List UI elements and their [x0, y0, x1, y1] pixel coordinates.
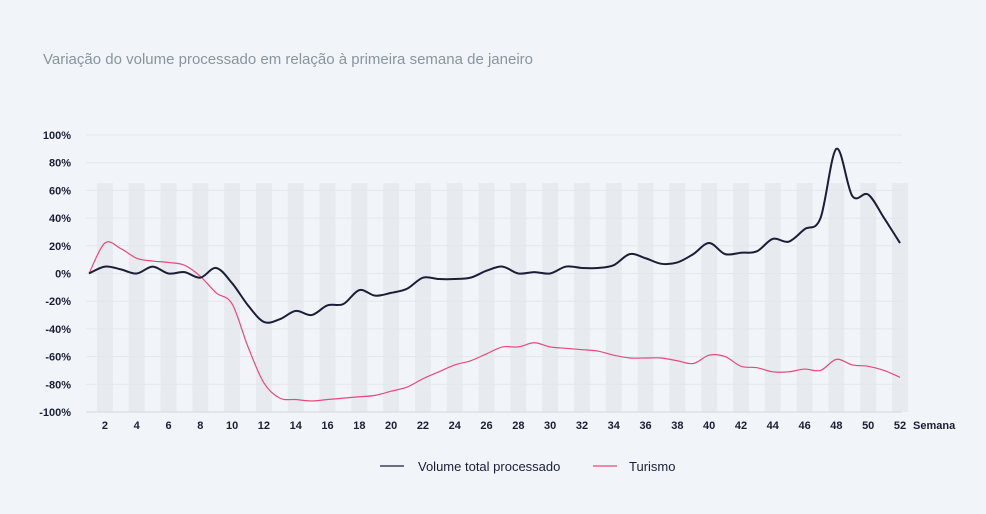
x-tick-label: 10 — [226, 420, 238, 432]
x-tick-label: 30 — [544, 420, 556, 432]
week-band — [701, 183, 718, 412]
x-tick-label: 24 — [449, 420, 462, 432]
series-line — [88, 241, 901, 402]
week-band — [892, 183, 908, 412]
x-tick-label: 22 — [417, 420, 429, 432]
x-tick-label: 28 — [512, 420, 524, 432]
gridlines — [86, 134, 902, 385]
week-band — [478, 183, 495, 412]
x-tick-label: 32 — [576, 420, 588, 432]
y-tick-label: 40% — [49, 213, 71, 225]
week-band — [351, 183, 368, 412]
x-tick-label: 6 — [165, 420, 171, 432]
x-tick-label: 48 — [830, 420, 842, 432]
y-axis-ticks: 100% 80% 60% 40% 20% 0% -20% -40% -60% -80% -100% — [39, 130, 71, 419]
y-tick-label: -40% — [45, 324, 71, 336]
x-tick-label: 20 — [385, 420, 397, 432]
x-tick-label: 4 — [134, 420, 141, 432]
x-tick-label: 26 — [480, 420, 492, 432]
y-tick-label: 60% — [49, 185, 71, 197]
week-band — [446, 183, 463, 412]
y-tick-label: 100% — [43, 130, 71, 142]
week-band — [796, 183, 813, 412]
x-tick-label: 34 — [608, 420, 621, 432]
week-band — [319, 183, 336, 412]
x-tick-label: 8 — [197, 420, 203, 432]
x-axis-label: Semana — [913, 420, 956, 432]
y-tick-label: -80% — [45, 379, 71, 391]
week-band — [96, 183, 113, 412]
week-band — [224, 183, 241, 412]
week-band — [383, 183, 400, 412]
week-band — [128, 183, 145, 412]
week-band — [287, 183, 304, 412]
week-band — [733, 183, 749, 412]
x-tick-label: 14 — [290, 420, 303, 432]
y-tick-label: -60% — [45, 352, 71, 364]
x-tick-label: 2 — [102, 420, 108, 432]
x-tick-label: 52 — [894, 420, 906, 432]
x-tick-label: 44 — [767, 420, 780, 432]
week-band — [669, 183, 686, 412]
y-tick-label: 80% — [49, 158, 71, 170]
week-band — [255, 183, 272, 412]
x-tick-label: 50 — [862, 420, 874, 432]
x-tick-label: 16 — [321, 420, 333, 432]
y-tick-label: 0% — [55, 269, 71, 281]
x-tick-label: 36 — [639, 420, 651, 432]
x-tick-label: 12 — [258, 420, 270, 432]
series-lines — [88, 147, 901, 402]
x-axis-ticks: 2 4 6 8 10 12 14 16 18 20 22 24 26 28 30 32 34 36 38 40 42 44… — [102, 420, 906, 432]
x-tick-label: 38 — [671, 420, 683, 432]
x-tick-label: 18 — [353, 420, 365, 432]
legend-label: Volume total processado — [418, 459, 560, 474]
legend-label: Turismo — [629, 459, 675, 474]
y-tick-label: -100% — [39, 407, 71, 419]
x-tick-label: 42 — [735, 420, 747, 432]
y-tick-label: 20% — [49, 241, 71, 253]
week-band — [637, 183, 654, 412]
x-tick-label: 46 — [798, 420, 810, 432]
legend: Volume total processado Turismo — [380, 459, 675, 474]
week-band — [860, 183, 877, 412]
week-band — [510, 183, 527, 412]
y-tick-label: -20% — [45, 296, 71, 308]
week-band — [605, 183, 622, 412]
week-band — [160, 183, 177, 412]
week-band — [764, 183, 781, 412]
x-tick-label: 40 — [703, 420, 715, 432]
chart-title: Variação do volume processado em relação… — [43, 51, 533, 68]
week-bands — [96, 183, 908, 412]
week-band — [414, 183, 431, 412]
week-band — [828, 183, 845, 412]
week-band — [192, 183, 209, 412]
week-band — [542, 183, 559, 412]
week-band — [574, 183, 590, 412]
series-line — [88, 147, 901, 324]
